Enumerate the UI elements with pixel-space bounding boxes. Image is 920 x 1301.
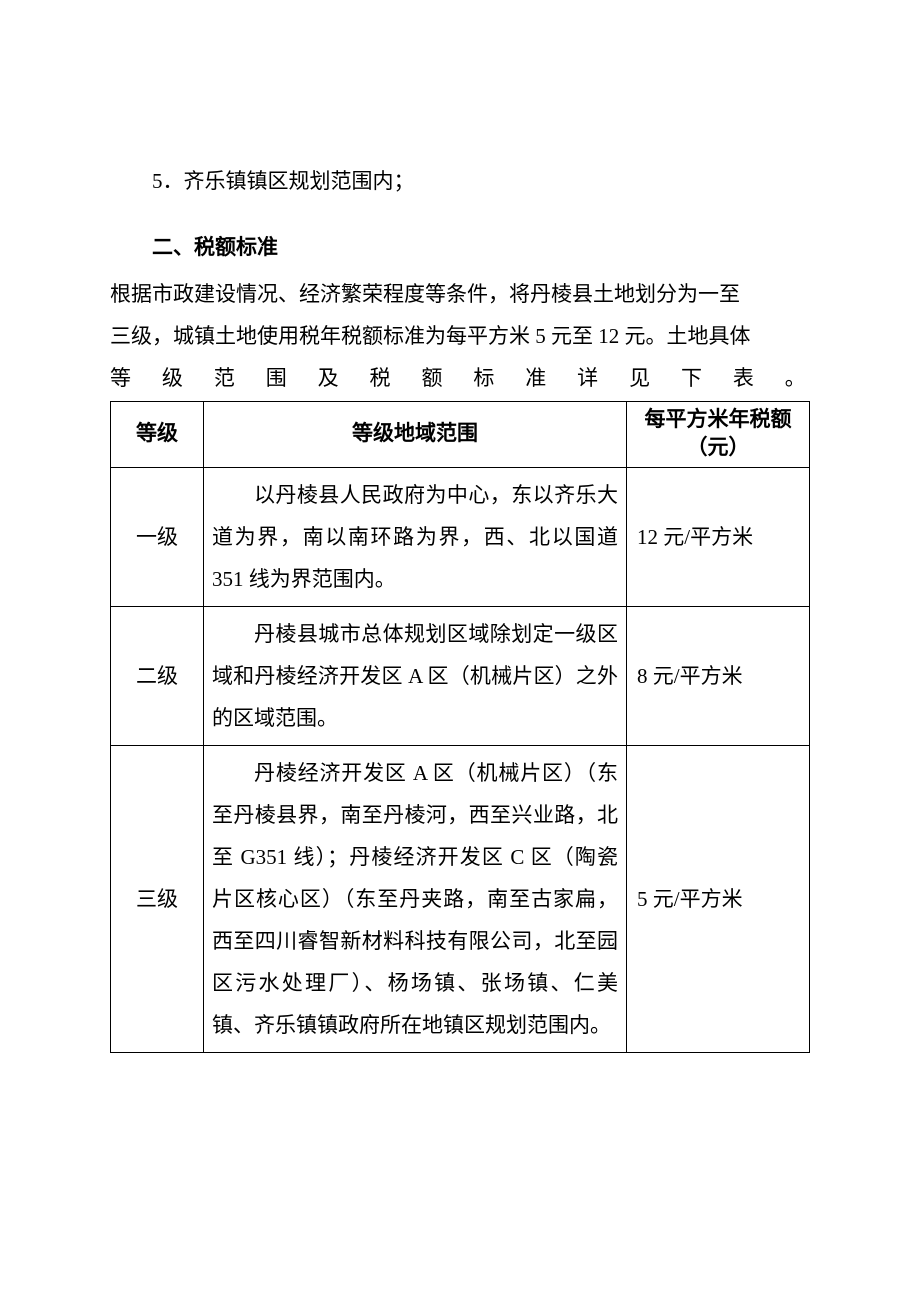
section-heading-2-row: 二、税额标准 [110, 226, 810, 269]
table-header-scope: 等级地域范围 [204, 402, 627, 468]
cell-scope: 丹棱县城市总体规划区域除划定一级区域和丹棱经济开发区 A 区（机械片区）之外的区… [204, 606, 627, 745]
table-row: 三级 丹棱经济开发区 A 区（机械片区）（东至丹棱县界，南至丹棱河，西至兴业路，… [111, 745, 810, 1052]
cell-rate: 5 元/平方米 [627, 745, 810, 1052]
intro-paragraph-line-1: 根据市政建设情况、经济繁荣程度等条件，将丹棱县土地划分为一至 [110, 273, 810, 315]
table-header-rate: 每平方米年税额（元） [627, 402, 810, 468]
section-heading-2: 二、税额标准 [152, 236, 278, 259]
cell-scope: 以丹棱县人民政府为中心，东以齐乐大道为界，南以南环路为界，西、北以国道 351 … [204, 467, 627, 606]
document-page: 5．齐乐镇镇区规划范围内； 二、税额标准 根据市政建设情况、经济繁荣程度等条件，… [0, 0, 920, 1301]
cell-scope: 丹棱经济开发区 A 区（机械片区）（东至丹棱县界，南至丹棱河，西至兴业路，北至 … [204, 745, 627, 1052]
intro-paragraph-line-3: 等级范围及税额标准详见下表。 [110, 357, 810, 399]
intro-paragraph-line-2: 三级，城镇土地使用税年税额标准为每平方米 5 元至 12 元。土地具体 [110, 315, 810, 357]
tax-rate-table: 等级 等级地域范围 每平方米年税额（元） 一级 以丹棱县人民政府为中心，东以齐乐… [110, 401, 810, 1053]
list-item-5: 5．齐乐镇镇区规划范围内； [110, 160, 810, 202]
table-row: 一级 以丹棱县人民政府为中心，东以齐乐大道为界，南以南环路为界，西、北以国道 3… [111, 467, 810, 606]
cell-scope-text: 丹棱经济开发区 A 区（机械片区）（东至丹棱县界，南至丹棱河，西至兴业路，北至 … [212, 752, 618, 1046]
cell-scope-text: 以丹棱县人民政府为中心，东以齐乐大道为界，南以南环路为界，西、北以国道 351 … [212, 474, 618, 600]
cell-rate: 8 元/平方米 [627, 606, 810, 745]
table-header-level: 等级 [111, 402, 204, 468]
table-header-row: 等级 等级地域范围 每平方米年税额（元） [111, 402, 810, 468]
cell-level: 三级 [111, 745, 204, 1052]
cell-level: 二级 [111, 606, 204, 745]
table-row: 二级 丹棱县城市总体规划区域除划定一级区域和丹棱经济开发区 A 区（机械片区）之… [111, 606, 810, 745]
cell-rate: 12 元/平方米 [627, 467, 810, 606]
cell-scope-text: 丹棱县城市总体规划区域除划定一级区域和丹棱经济开发区 A 区（机械片区）之外的区… [212, 613, 618, 739]
cell-level: 一级 [111, 467, 204, 606]
